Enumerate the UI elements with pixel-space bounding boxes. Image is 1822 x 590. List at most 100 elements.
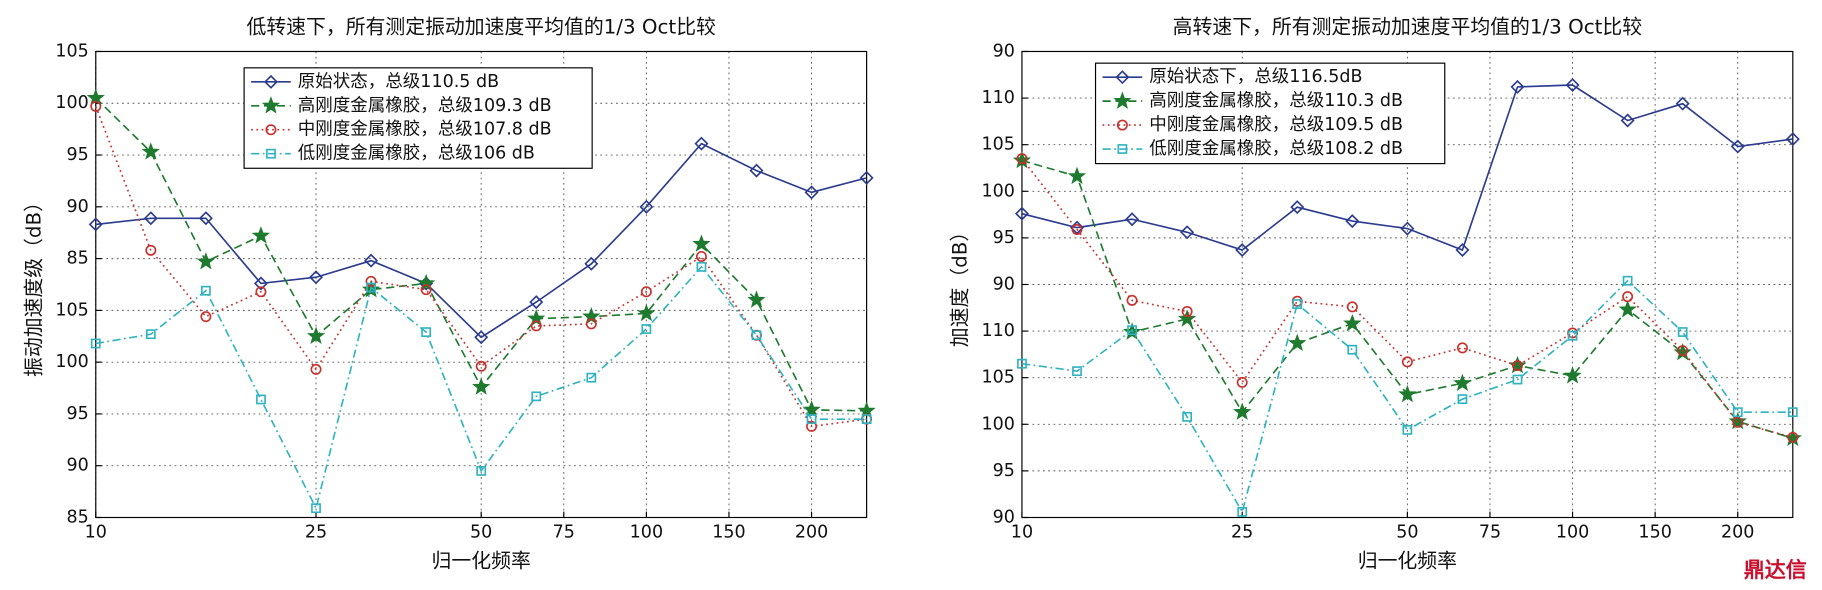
marker: [1677, 345, 1689, 357]
marker: [637, 303, 656, 322]
marker: [1180, 225, 1195, 240]
marker: [1233, 402, 1252, 420]
y-tick-label: 85: [66, 249, 88, 269]
marker: [584, 256, 599, 271]
x-tick-label: 75: [1479, 523, 1501, 543]
marker: [1292, 299, 1303, 309]
marker: [1787, 431, 1799, 443]
marker: [1288, 333, 1307, 351]
marker: [751, 330, 762, 341]
y-tick-label: 95: [993, 461, 1015, 481]
marker: [1728, 411, 1747, 430]
plot-frame: [95, 50, 868, 519]
marker: [747, 290, 766, 308]
legend-label: 低刚度金属橡胶，总级106 dB: [298, 144, 535, 164]
y-tick-label: 110: [982, 88, 1015, 108]
marker: [1675, 96, 1690, 111]
marker: [1677, 327, 1688, 337]
x-axis-label: 归一化频率: [1358, 549, 1457, 572]
marker: [256, 394, 266, 405]
marker: [255, 286, 267, 298]
y-tick-label: 90: [993, 41, 1015, 61]
marker: [1071, 224, 1083, 235]
marker: [1565, 78, 1580, 93]
y-tick-label: 110: [982, 321, 1015, 341]
marker: [1457, 394, 1468, 405]
marker: [420, 284, 432, 296]
marker: [1235, 243, 1250, 257]
marker: [1343, 314, 1362, 332]
legend-marker: [1115, 70, 1130, 85]
x-tick-label: 200: [795, 523, 828, 543]
marker: [694, 136, 709, 151]
marker: [806, 414, 817, 425]
legend-marker: [1117, 144, 1128, 154]
y-tick-label: 90: [66, 456, 88, 476]
marker: [198, 211, 213, 226]
series-line: [1021, 158, 1794, 439]
marker: [364, 253, 379, 268]
legend-marker: [266, 148, 276, 159]
marker: [143, 211, 158, 226]
marker: [1732, 407, 1743, 418]
chart-title: 低转速下，所有测定振动加速度平均值的1/3 Oct比较: [246, 16, 716, 39]
marker: [1512, 360, 1523, 372]
marker: [861, 414, 872, 425]
y-tick-label: 100: [982, 181, 1015, 201]
y-tick-label: 95: [993, 228, 1015, 248]
marker: [476, 465, 487, 476]
y-tick-label: 100: [55, 93, 88, 113]
marker: [531, 391, 542, 402]
y-tick-label: 105: [55, 41, 88, 61]
marker: [1398, 384, 1417, 403]
legend-marker: [265, 124, 277, 136]
marker: [1455, 243, 1470, 257]
marker: [141, 142, 160, 160]
marker: [530, 320, 542, 332]
marker: [1067, 166, 1087, 185]
legend-label: 原始状态，总级110.5 dB: [298, 72, 499, 92]
legend-box: [1094, 62, 1446, 165]
marker: [365, 275, 377, 287]
marker: [1620, 113, 1635, 128]
marker: [1400, 221, 1415, 236]
x-tick-label: 200: [1721, 523, 1754, 543]
marker: [1237, 506, 1248, 517]
marker: [639, 199, 654, 214]
legend-marker: [263, 74, 278, 89]
marker: [200, 285, 211, 296]
marker: [585, 318, 597, 330]
marker: [251, 226, 271, 244]
watermark: 鼎达信: [1744, 557, 1807, 582]
marker: [527, 309, 546, 327]
y-tick-label: 105: [55, 300, 88, 320]
marker: [1787, 407, 1798, 418]
chart-title: 高转速下，所有测定振动加速度平均值的1/3 Oct比较: [1173, 16, 1643, 39]
x-tick-label: 75: [553, 523, 575, 543]
marker: [1618, 300, 1637, 318]
marker: [692, 234, 711, 252]
marker: [306, 326, 326, 344]
marker: [529, 295, 544, 310]
marker: [421, 327, 432, 338]
marker: [1017, 358, 1027, 369]
marker: [1563, 366, 1582, 384]
x-tick-label: 25: [305, 523, 327, 543]
y-tick-label: 85: [66, 507, 88, 527]
marker: [1622, 275, 1633, 286]
marker: [1730, 139, 1745, 154]
x-tick-label: 150: [712, 523, 745, 543]
marker: [366, 282, 376, 293]
legend-label: 低刚度金属橡胶，总级108.2 dB: [1149, 139, 1403, 159]
marker: [641, 324, 652, 334]
legend-label: 高刚度金属橡胶，总级110.3 dB: [1149, 91, 1403, 111]
marker: [1510, 79, 1525, 94]
marker: [1181, 306, 1193, 318]
marker: [1346, 301, 1358, 313]
marker: [1014, 206, 1029, 221]
marker: [472, 377, 491, 395]
legend-label: 中刚度金属橡胶，总级109.5 dB: [1149, 115, 1403, 135]
marker: [474, 330, 489, 345]
legend-label: 中刚度金属橡胶，总级107.8 dB: [298, 120, 552, 140]
